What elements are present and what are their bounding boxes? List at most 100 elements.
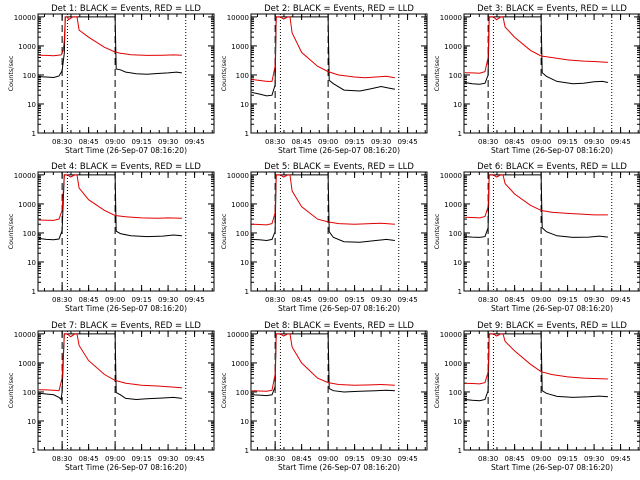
x-tick-label: 09:00 (105, 296, 125, 304)
y-tick-label: 10000 (227, 331, 249, 339)
y-tick-label: 1000 (18, 43, 36, 51)
y-tick-label: 1 (458, 288, 462, 296)
y-tick-label: 1 (458, 130, 462, 138)
chart-title: Det 3: BLACK = Events, RED = LLD (477, 4, 627, 14)
x-tick-label: 09:45 (397, 455, 417, 463)
y-tick-label: 100 (236, 230, 249, 238)
x-tick-label: 08:45 (79, 296, 99, 304)
y-tick-label: 10000 (14, 14, 36, 22)
y-tick-label: 1000 (231, 43, 249, 51)
x-tick-label: 09:15 (132, 455, 152, 463)
lld-series-line (251, 333, 395, 392)
x-axis-label: Start Time (26-Sep-07 08:16:20) (278, 146, 400, 155)
y-tick-label: 100 (236, 72, 249, 80)
x-tick-label: 09:30 (584, 138, 604, 146)
y-tick-label: 10000 (227, 172, 249, 180)
x-tick-label: 09:15 (558, 455, 578, 463)
chart-title: Det 2: BLACK = Events, RED = LLD (264, 4, 414, 14)
chart-panel-5: Det 5: BLACK = Events, RED = LLD 1 10 100 10… (220, 162, 428, 313)
y-tick-label: 10000 (14, 172, 36, 180)
x-tick-label: 09:00 (105, 138, 125, 146)
chart-panel-7: Det 7: BLACK = Events, RED = LLD 1 10 100 10… (7, 321, 215, 472)
x-tick-label: 08:30 (478, 296, 498, 304)
x-tick-label: 09:00 (105, 455, 125, 463)
lld-series-line (251, 174, 395, 226)
y-tick-label: 10 (240, 418, 249, 426)
x-tick-label: 09:45 (184, 296, 204, 304)
y-tick-label: 10 (240, 101, 249, 109)
x-tick-label: 08:45 (292, 138, 312, 146)
x-tick-label: 09:15 (558, 138, 578, 146)
y-axis-label: Counts/sec (220, 213, 228, 249)
y-tick-label: 10 (453, 259, 462, 267)
y-tick-label: 100 (236, 389, 249, 397)
plot-frame (250, 330, 428, 451)
x-tick-label: 08:30 (52, 296, 72, 304)
x-tick-label: 09:00 (318, 455, 338, 463)
events-series-line (251, 174, 395, 243)
chart-title: Det 5: BLACK = Events, RED = LLD (264, 162, 414, 172)
y-tick-label: 100 (449, 389, 462, 397)
lld-series-line (38, 333, 182, 392)
x-axis-label: Start Time (26-Sep-07 08:16:20) (278, 463, 400, 472)
x-tick-label: 09:00 (318, 138, 338, 146)
y-tick-label: 1000 (444, 360, 462, 368)
x-tick-label: 09:45 (610, 138, 630, 146)
x-tick-label: 08:30 (478, 138, 498, 146)
y-tick-label: 10 (27, 418, 36, 426)
x-axis-label: Start Time (26-Sep-07 08:16:20) (65, 463, 187, 472)
x-tick-label: 09:30 (158, 455, 178, 463)
chart-panel-9: Det 9: BLACK = Events, RED = LLD 1 10 100 10… (433, 321, 640, 472)
plot-frame (37, 330, 215, 451)
x-axis-label: Start Time (26-Sep-07 08:16:20) (491, 146, 613, 155)
y-axis-label: Counts/sec (220, 55, 228, 91)
events-series-line (38, 16, 182, 79)
y-tick-label: 1000 (444, 43, 462, 51)
y-tick-label: 10 (453, 418, 462, 426)
x-tick-label: 08:45 (79, 138, 99, 146)
y-axis-label: Counts/sec (7, 372, 15, 408)
y-tick-label: 1000 (444, 201, 462, 209)
y-axis-label: Counts/sec (433, 55, 441, 91)
x-tick-label: 09:00 (318, 296, 338, 304)
x-tick-label: 08:45 (79, 455, 99, 463)
y-axis-label: Counts/sec (7, 213, 15, 249)
y-tick-label: 1 (32, 288, 36, 296)
plot-frame (463, 330, 640, 451)
y-tick-label: 100 (23, 389, 36, 397)
x-tick-label: 09:30 (371, 455, 391, 463)
x-tick-label: 09:30 (371, 296, 391, 304)
y-tick-label: 100 (449, 230, 462, 238)
chart-panel-1: Det 1: BLACK = Events, RED = LLD 1 10 100 10… (7, 4, 215, 155)
x-tick-label: 08:45 (505, 296, 525, 304)
x-tick-label: 09:45 (184, 455, 204, 463)
x-tick-label: 09:30 (158, 296, 178, 304)
lld-series-line (464, 174, 608, 219)
x-tick-label: 08:30 (52, 455, 72, 463)
series-group (464, 174, 608, 238)
y-tick-label: 1 (245, 130, 249, 138)
x-tick-label: 09:45 (397, 138, 417, 146)
y-tick-label: 10 (453, 101, 462, 109)
x-tick-label: 08:45 (292, 296, 312, 304)
y-tick-label: 1000 (18, 360, 36, 368)
x-tick-label: 09:15 (132, 138, 152, 146)
x-tick-label: 08:45 (505, 138, 525, 146)
x-tick-label: 09:30 (158, 138, 178, 146)
x-tick-label: 09:15 (345, 455, 365, 463)
y-tick-label: 1 (458, 447, 462, 455)
events-series-line (464, 174, 608, 238)
x-tick-label: 08:30 (478, 455, 498, 463)
chart-title: Det 6: BLACK = Events, RED = LLD (477, 162, 627, 172)
y-tick-label: 10000 (440, 331, 462, 339)
plot-frame (250, 171, 428, 292)
chart-title: Det 9: BLACK = Events, RED = LLD (477, 321, 627, 331)
y-axis-label: Counts/sec (433, 372, 441, 408)
chart-panel-2: Det 2: BLACK = Events, RED = LLD 1 10 100 10… (220, 4, 428, 155)
x-tick-label: 09:30 (371, 138, 391, 146)
chart-panel-6: Det 6: BLACK = Events, RED = LLD 1 10 100 10… (433, 162, 640, 313)
x-tick-label: 09:30 (584, 455, 604, 463)
series-group (38, 333, 182, 401)
y-tick-label: 10000 (227, 14, 249, 22)
x-tick-label: 08:45 (505, 455, 525, 463)
